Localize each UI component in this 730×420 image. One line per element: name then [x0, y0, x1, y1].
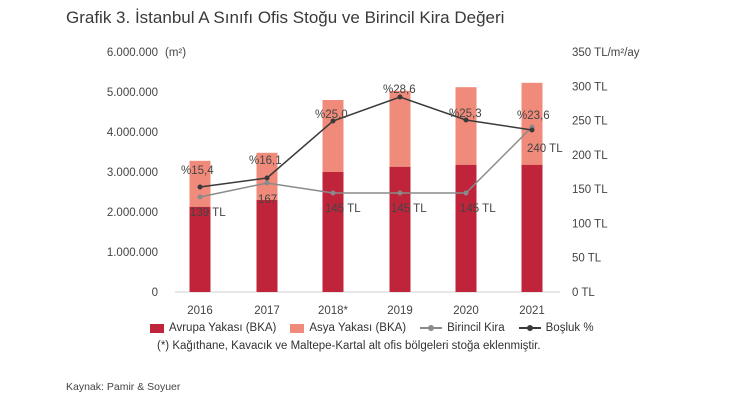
bar-avrupa — [521, 164, 543, 292]
x-axis-tick: 2018* — [318, 305, 349, 317]
bar-avrupa — [455, 164, 477, 292]
bar-asya — [521, 82, 543, 165]
left-axis-tick: 3.000.000 — [107, 167, 158, 179]
bosluk-label: %25,3 — [449, 108, 482, 120]
right-axis-tick: 50 TL — [572, 253, 602, 265]
bar-asya — [455, 87, 477, 165]
kira-label: 240 TL — [527, 143, 563, 155]
bosluk-label: %28,6 — [383, 84, 416, 96]
kira-line-icon — [420, 323, 443, 333]
x-axis-tick: 2016 — [187, 305, 213, 317]
kira-label: 145 TL — [325, 203, 361, 215]
legend-bosluk-label: Boşluk % — [545, 322, 594, 334]
left-axis-tick: 4.000.000 — [107, 127, 158, 139]
right-axis-tick: 250 TL — [572, 116, 608, 128]
legend-bosluk: Boşluk % — [518, 322, 594, 334]
right-axis-tick: 100 TL — [572, 218, 608, 230]
x-axis-tick: 2019 — [387, 305, 413, 317]
legend: Avrupa Yakası (BKA) Asya Yakası (BKA) Bi… — [150, 322, 594, 334]
right-axis-tick: 200 TL — [572, 150, 608, 162]
asya-swatch-icon — [290, 323, 305, 333]
bosluk-point — [264, 175, 270, 181]
legend-asya-label: Asya Yakası (BKA) — [309, 322, 407, 334]
right-axis-tick: 0 TL — [572, 287, 595, 299]
left-axis-tick: 1.000.000 — [107, 247, 158, 259]
kira-point — [264, 180, 270, 186]
bosluk-point — [529, 127, 535, 133]
avrupa-swatch-icon — [150, 323, 164, 333]
left-axis-tick: 6.000.000 — [107, 47, 158, 59]
chart-title: Grafik 3. İstanbul A Sınıfı Ofis Stoğu v… — [66, 8, 505, 27]
bar-asya — [322, 100, 344, 172]
bosluk-label: %23,6 — [517, 110, 550, 122]
bosluk-label: %15,4 — [181, 165, 214, 177]
kira-point — [463, 190, 469, 196]
kira-point — [330, 190, 336, 196]
right-axis-tick: 150 TL — [572, 184, 608, 196]
left-axis-tick: 2.000.000 — [107, 207, 158, 219]
right-axis-tick: 350 TL/m²/ay — [572, 47, 640, 59]
kira-label: 167 — [258, 194, 277, 206]
kira-label: 139 TL — [190, 207, 226, 219]
right-axis-tick: 300 TL — [572, 81, 608, 93]
left-axis-tick: 5.000.000 — [107, 87, 158, 99]
footnote: (*) Kağıthane, Kavacık ve Maltepe-Kartal… — [157, 340, 541, 352]
bar-avrupa — [389, 166, 411, 292]
left-axis-tick: 0 — [152, 287, 158, 299]
bosluk-line — [199, 96, 533, 188]
bosluk-point — [330, 118, 336, 124]
bosluk-point — [197, 184, 203, 190]
legend-kira-label: Birincil Kira — [447, 322, 505, 334]
bar-avrupa — [256, 200, 278, 292]
kira-point — [397, 190, 403, 196]
x-axis-tick: 2021 — [519, 305, 545, 317]
bosluk-line-icon — [518, 323, 541, 333]
bosluk-point — [463, 117, 469, 123]
kira-line — [199, 126, 533, 198]
bosluk-label: %25,0 — [315, 109, 348, 121]
legend-avrupa-label: Avrupa Yakası (BKA) — [169, 322, 277, 334]
legend-avrupa: Avrupa Yakası (BKA) — [150, 322, 276, 334]
legend-kira: Birincil Kira — [420, 322, 505, 334]
bosluk-point — [397, 94, 403, 100]
bosluk-label: %16,1 — [249, 155, 282, 167]
kira-label: 145 TL — [391, 203, 427, 215]
x-axis-tick: 2020 — [453, 305, 479, 317]
bar-avrupa — [322, 172, 344, 292]
left-axis-unit: (m²) — [165, 47, 186, 59]
kira-label: 145 TL — [460, 203, 496, 215]
x-axis-tick: 2017 — [254, 305, 280, 317]
legend-asya: Asya Yakası (BKA) — [290, 322, 406, 334]
bar-asya — [389, 90, 411, 167]
source-text: Kaynak: Pamir & Soyuer — [66, 381, 181, 393]
kira-point — [197, 194, 203, 200]
bar-avrupa — [189, 206, 211, 292]
